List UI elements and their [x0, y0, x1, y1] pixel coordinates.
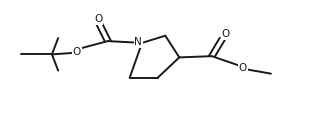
- Text: O: O: [222, 30, 230, 39]
- Text: O: O: [73, 47, 81, 57]
- Text: O: O: [95, 14, 103, 24]
- Text: N: N: [134, 37, 142, 47]
- Text: O: O: [239, 63, 247, 73]
